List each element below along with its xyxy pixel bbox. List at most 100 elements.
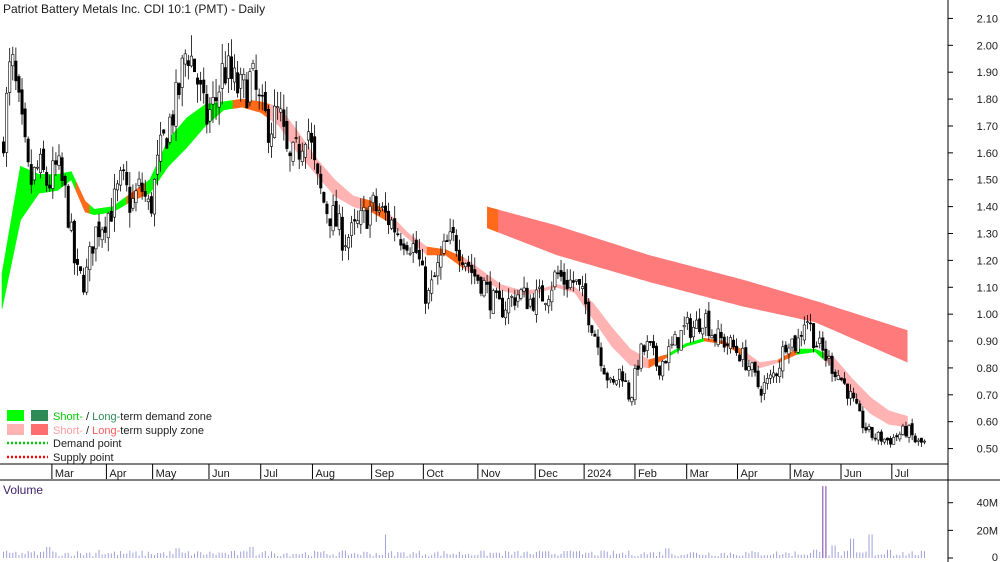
legend-supply-point-label: Supply point (53, 452, 114, 464)
time-tick-label: May (793, 468, 814, 480)
candle-body (119, 170, 123, 186)
candle-body (559, 270, 563, 277)
candle-body (633, 368, 637, 401)
short-term-zone-segment (879, 403, 885, 423)
short-term-zone-segment (422, 242, 428, 256)
price-candles (2, 35, 926, 448)
candle-body (722, 336, 726, 348)
candle-body (300, 150, 304, 162)
candle-body (143, 191, 147, 197)
candle-body (482, 280, 486, 297)
price-tick-label: 1.70 (977, 121, 998, 133)
candle-body (673, 334, 677, 346)
candle-body (839, 377, 843, 381)
volume-tick-label: 0 (992, 552, 998, 562)
short-term-zone-segment (191, 110, 197, 143)
candle-body (765, 378, 769, 384)
candle-body (507, 298, 511, 314)
time-tick-label: Feb (638, 468, 657, 480)
candle-body (97, 221, 101, 238)
candle-body (319, 173, 323, 189)
time-axis-ticks: Mar Apr May Jun Jul Aug Sep Oct Nov Dec 2024 Feb Mar… (51, 464, 909, 480)
short-term-zone-segment (237, 98, 243, 109)
candle-body (735, 345, 739, 353)
legend-demand-long-swatch (31, 410, 48, 421)
candle-body (387, 210, 391, 226)
legend-demand-zone-label: Short- / Long-term demand zone (53, 411, 212, 423)
short-term-zone-segment (232, 99, 238, 109)
candle-body (818, 337, 822, 344)
candle-body (368, 205, 372, 226)
legend-supply-zone-label: Short- / Long-term supply zone (53, 425, 204, 437)
candle-body (69, 221, 73, 231)
candle-body (137, 178, 141, 186)
candle-body (500, 297, 504, 318)
short-term-zone-segment (602, 314, 608, 341)
candle-body (248, 71, 252, 103)
candle-body (889, 438, 893, 445)
short-term-zone-segment (763, 360, 770, 367)
volume-tick-label: 40M (977, 498, 998, 510)
candle-body (892, 437, 896, 445)
candle-body (60, 157, 64, 181)
candle-body (109, 210, 113, 222)
candle-body (855, 399, 859, 404)
short-term-zone-segment (593, 302, 599, 328)
candle-body (393, 218, 397, 233)
short-term-zone-segment (352, 195, 359, 209)
short-term-zone-segment (884, 406, 890, 425)
candle-body (467, 261, 471, 267)
candle-body (340, 216, 344, 251)
candle-body (772, 372, 776, 378)
candle-body (910, 423, 914, 436)
candle-body (504, 309, 508, 319)
candle-body (165, 138, 169, 149)
candle-body (584, 283, 588, 305)
candle-body (436, 262, 440, 277)
candle-body (189, 55, 193, 67)
candle-body (630, 397, 634, 403)
candle-body (325, 203, 329, 215)
candle-body (707, 310, 711, 336)
candle-body (577, 279, 581, 285)
candle-body (337, 213, 341, 230)
candle-body (716, 328, 720, 346)
candle-body (762, 382, 766, 394)
short-term-zone-segment (648, 358, 654, 369)
short-term-zone-segment (357, 196, 363, 210)
legend: Short- / Long-term demand zone Short- / … (7, 410, 212, 464)
short-term-zone-segment (800, 348, 807, 355)
candle-body (390, 219, 394, 229)
candle-body (895, 435, 899, 438)
candle-body (146, 198, 150, 203)
candle-body (38, 153, 42, 173)
candle-body (112, 188, 116, 218)
candle-body (510, 296, 514, 298)
candle-body (103, 226, 107, 233)
candle-body (316, 163, 320, 174)
short-term-zone-segment (893, 411, 899, 427)
legend-supply-long-swatch (31, 424, 48, 435)
candle-body (125, 171, 129, 186)
candle-body (294, 137, 298, 139)
short-term-zone-segment (338, 183, 345, 202)
candle-body (636, 365, 640, 370)
candle-body (72, 220, 76, 264)
candle-body (423, 266, 427, 304)
short-term-zone-segment (616, 332, 622, 357)
candle-body (799, 335, 803, 337)
candle-body (353, 219, 357, 222)
candle-body (827, 356, 831, 359)
candle-body (196, 77, 200, 85)
price-tick-label: 1.40 (977, 202, 998, 214)
candle-body (664, 360, 668, 364)
short-term-zone-segment (556, 284, 562, 290)
candle-body (82, 274, 86, 293)
short-term-zone-segment (348, 191, 354, 208)
candle-body (445, 240, 449, 242)
candle-body (399, 239, 403, 246)
volume-panel-label: Volume (3, 483, 43, 497)
price-tick-label: 0.70 (977, 390, 998, 402)
short-term-zone-segment (200, 103, 206, 133)
candle-body (904, 426, 908, 437)
